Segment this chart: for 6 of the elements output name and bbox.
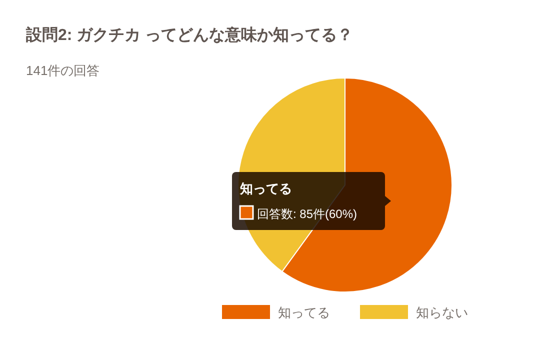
text: 知ってる — [239, 181, 292, 196]
legend-label: 知ってる — [278, 305, 330, 320]
legend-label: 知らない — [416, 305, 468, 320]
text: 回答数: 85件(60%) — [257, 207, 358, 221]
chart-title: 設問2: ガクチカ ってどんな意味か知ってる？ — [25, 26, 354, 44]
text: 141件の回答 — [26, 63, 100, 78]
